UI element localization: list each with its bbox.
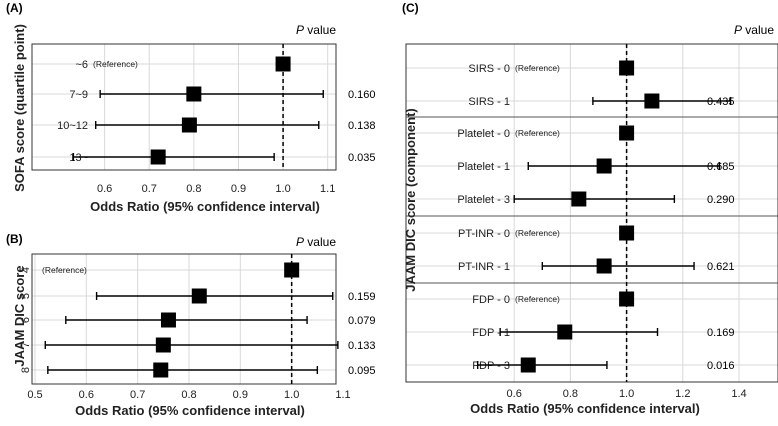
- panel-a-p-value: 0.035: [348, 152, 376, 164]
- panel-c-row-label: FDP - 0: [472, 294, 510, 306]
- panel-c-row-label: PT-INR - 1: [458, 261, 510, 273]
- panel-c-odds-ratio-point: [619, 291, 635, 307]
- panel-a-p-value: 0.138: [348, 120, 376, 132]
- panel-b-odds-ratio-point: [155, 337, 171, 353]
- panel-a-row-label: 10~12: [57, 120, 88, 132]
- panel-c-x-axis-title: Odds Ratio (95% confidence interval): [470, 401, 700, 416]
- panel-c-tick-label: 1.0: [619, 388, 634, 400]
- panel-c-reference-note: (Reference): [515, 63, 560, 73]
- panel-a-y-axis-title: SOFA score (quartile point): [12, 24, 27, 192]
- panel-b-tick-label: 0.7: [130, 389, 145, 401]
- panel-c-odds-ratio-point: [644, 93, 660, 109]
- panel-c-p-value: 0.169: [707, 327, 735, 339]
- panel-b-row-label: 7: [20, 342, 32, 348]
- panel-c-odds-ratio-point: [520, 357, 536, 373]
- panel-a-row-label: 13~: [69, 152, 88, 164]
- pvalue-header-p: P: [734, 23, 742, 37]
- panel-a-reference-note: (Reference): [93, 59, 138, 69]
- panel-b-odds-ratio-point: [153, 362, 169, 378]
- panel-a-tick-label: 0.8: [186, 183, 201, 195]
- panel-a-row-label: ~6: [75, 59, 88, 71]
- panel-b-pvalue-header: P value: [296, 235, 336, 249]
- panel-a-tick-label: 0.7: [142, 183, 157, 195]
- panel-c-row-label: Platelet - 0: [457, 128, 510, 140]
- panel-a-row-label: 7~9: [69, 89, 88, 101]
- panel-b-tick-label: 0.8: [181, 389, 196, 401]
- panel-a-tick-label: 0.9: [231, 183, 246, 195]
- panel-a-odds-ratio-point: [181, 117, 197, 133]
- panel-c-row-label: FDP - 1: [472, 327, 510, 339]
- panel-c-letter: (C): [402, 1, 419, 15]
- panel-c-row-label: SIRS - 0: [468, 63, 510, 75]
- pvalue-header-rest: value: [304, 235, 336, 249]
- panel-c-odds-ratio-point: [571, 191, 587, 207]
- panel-c-odds-ratio-point: [557, 324, 573, 340]
- panel-b-letter: (B): [6, 232, 23, 246]
- panel-c-row-label: Platelet - 3: [457, 194, 510, 206]
- panel-a-odds-ratio-point: [150, 149, 166, 165]
- panel-c-tick-label: 0.6: [507, 388, 522, 400]
- panel-b-reference-note: (Reference): [42, 265, 87, 275]
- panel-c-p-value: 0.621: [707, 261, 735, 273]
- panel-a-odds-ratio-point: [275, 56, 291, 72]
- panel-c-row-label: Platelet - 1: [457, 161, 510, 173]
- panel-b-frame: [31, 253, 337, 385]
- panel-c-row-label: FDP - 3: [472, 360, 510, 372]
- panel-b-tick-label: 0.9: [233, 389, 248, 401]
- panel-c-odds-ratio-point: [596, 258, 612, 274]
- panel-b-tick-label: 1.0: [284, 389, 299, 401]
- pvalue-header-p: P: [296, 23, 304, 37]
- panel-a-x-axis-title: Odds Ratio (95% confidence interval): [90, 199, 320, 214]
- panel-a-p-value: 0.160: [348, 89, 376, 101]
- panel-a-tick-label: 1.0: [275, 183, 290, 195]
- panel-b-row-label: 5: [20, 293, 32, 299]
- panel-b-p-value: 0.079: [348, 315, 376, 327]
- panel-c-odds-ratio-point: [619, 60, 635, 76]
- panel-c-odds-ratio-point: [596, 158, 612, 174]
- panel-b-tick-label: 1.1: [335, 389, 350, 401]
- panel-b-row-label: 6: [20, 317, 32, 323]
- panel-c-tick-label: 1.2: [675, 388, 690, 400]
- panel-c-p-value: 0.016: [707, 360, 735, 372]
- panel-b-p-value: 0.095: [348, 365, 376, 377]
- panel-c-row-label: PT-INR - 0: [458, 228, 510, 240]
- pvalue-header-rest: value: [304, 23, 336, 37]
- panel-b-row-label: 8: [20, 367, 32, 373]
- panel-a-tick-label: 1.1: [320, 183, 335, 195]
- panel-c-odds-ratio-point: [619, 125, 635, 141]
- panel-a-odds-ratio-point: [186, 86, 202, 102]
- panel-b-row-label: 4: [20, 267, 32, 273]
- panel-b-x-axis-title: Odds Ratio (95% confidence interval): [75, 403, 305, 418]
- panel-c-row-label: SIRS - 1: [468, 96, 510, 108]
- panel-b-p-value: 0.159: [348, 291, 376, 303]
- panel-a-tick-label: 0.6: [97, 183, 112, 195]
- panel-b-tick-label: 0.5: [27, 389, 42, 401]
- panel-c-p-value: 0.685: [707, 161, 735, 173]
- panel-c-tick-label: 1.4: [731, 388, 746, 400]
- pvalue-header-rest: value: [742, 23, 774, 37]
- panel-c-p-value: 0.435: [707, 96, 735, 108]
- panel-c-p-value: 0.290: [707, 194, 735, 206]
- panel-c-reference-note: (Reference): [515, 128, 560, 138]
- panel-b-y-axis-title: JAAM DIC score: [12, 265, 27, 366]
- pvalue-header-p: P: [296, 235, 304, 249]
- panel-b-p-value: 0.133: [348, 340, 376, 352]
- panel-a-frame: [31, 43, 337, 171]
- panel-b-odds-ratio-point: [191, 288, 207, 304]
- panel-c-reference-note: (Reference): [515, 228, 560, 238]
- panel-a-letter: (A): [6, 1, 23, 15]
- panel-c-tick-label: 0.8: [563, 388, 578, 400]
- panel-c-frame: [405, 43, 778, 383]
- panel-c-reference-note: (Reference): [515, 294, 560, 304]
- panel-c-y-axis-title: JAAM DIC score (component): [403, 108, 418, 291]
- panel-b-tick-label: 0.6: [79, 389, 94, 401]
- panel-c-pvalue-header: P value: [734, 23, 774, 37]
- panel-a-pvalue-header: P value: [296, 23, 336, 37]
- panel-b-odds-ratio-point: [160, 312, 176, 328]
- panel-b-odds-ratio-point: [284, 262, 300, 278]
- panel-c-odds-ratio-point: [619, 225, 635, 241]
